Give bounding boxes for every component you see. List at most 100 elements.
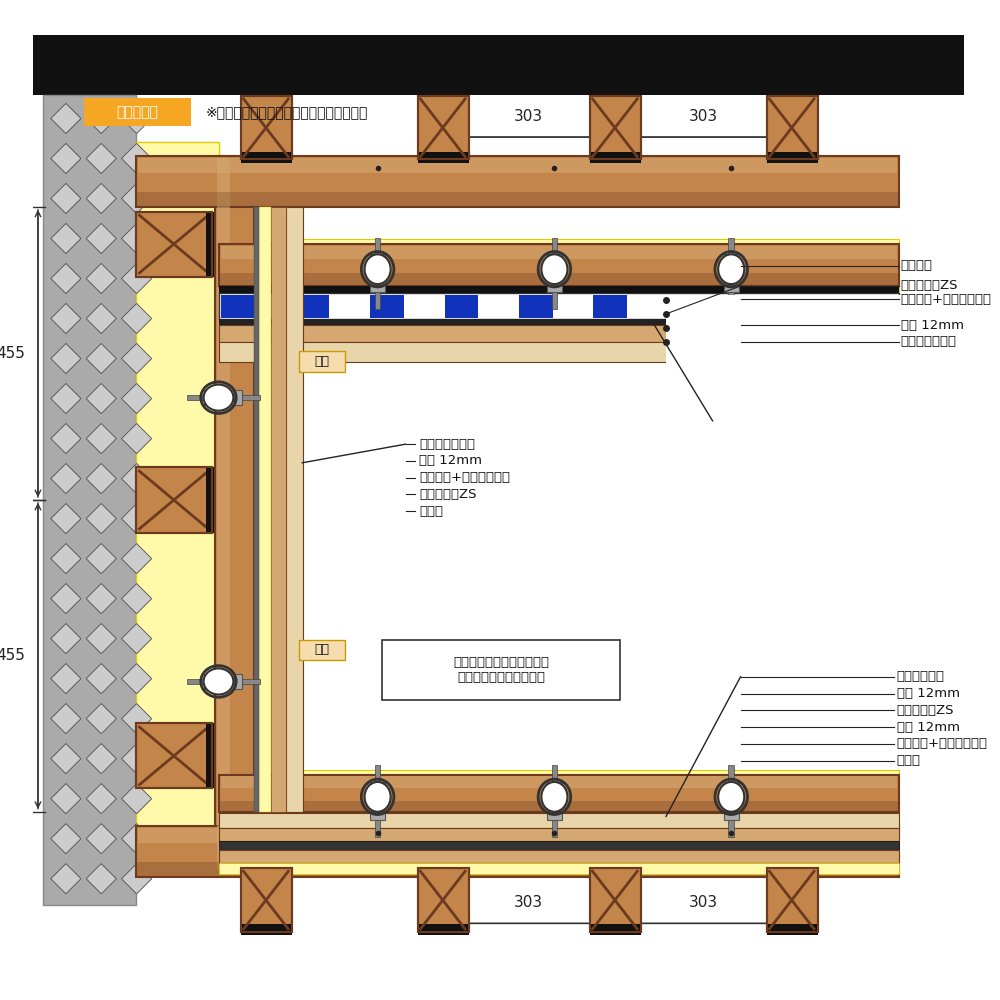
Ellipse shape — [365, 782, 391, 812]
Bar — [370, 254, 385, 262]
Bar — [370, 295, 404, 318]
Bar — [445, 295, 478, 318]
Bar — [767, 868, 818, 932]
Polygon shape — [86, 704, 116, 734]
Bar — [84, 98, 191, 126]
Polygon shape — [51, 624, 81, 654]
Polygon shape — [51, 224, 81, 253]
Bar — [724, 254, 739, 262]
Polygon shape — [86, 664, 116, 694]
Ellipse shape — [718, 782, 744, 812]
Polygon shape — [51, 144, 81, 173]
Polygon shape — [122, 224, 151, 253]
Polygon shape — [122, 344, 151, 373]
Bar — [259, 207, 271, 812]
Ellipse shape — [204, 668, 233, 694]
Bar — [296, 295, 329, 318]
Polygon shape — [51, 104, 81, 133]
Bar — [219, 293, 899, 319]
Bar — [767, 96, 818, 159]
Bar — [136, 467, 212, 533]
Polygon shape — [51, 664, 81, 694]
Text: 廻縁: 廻縁 — [314, 355, 329, 368]
Polygon shape — [122, 824, 151, 854]
Polygon shape — [51, 224, 81, 253]
Bar — [219, 239, 899, 305]
Polygon shape — [51, 584, 81, 614]
Bar — [219, 841, 899, 850]
Bar — [219, 801, 899, 812]
Bar — [519, 295, 553, 318]
Polygon shape — [122, 304, 151, 333]
Polygon shape — [86, 864, 116, 894]
Text: 壁下地: 壁下地 — [419, 505, 443, 518]
Bar — [668, 295, 701, 318]
Bar — [724, 285, 739, 292]
Text: 合板 12mm: 合板 12mm — [419, 454, 482, 467]
Polygon shape — [51, 264, 81, 293]
Polygon shape — [86, 224, 116, 253]
Bar — [138, 828, 897, 843]
Bar — [241, 96, 292, 159]
Bar — [418, 868, 469, 932]
Polygon shape — [86, 184, 116, 213]
Polygon shape — [51, 624, 81, 654]
Polygon shape — [51, 544, 81, 574]
Bar — [219, 319, 899, 325]
Bar — [219, 813, 899, 828]
Text: 巾木: 巾木 — [314, 643, 329, 656]
Polygon shape — [51, 264, 81, 293]
Polygon shape — [86, 304, 116, 333]
Polygon shape — [86, 624, 116, 654]
Bar — [547, 254, 562, 262]
Bar — [552, 292, 557, 309]
Polygon shape — [86, 344, 116, 373]
Polygon shape — [51, 184, 81, 213]
Polygon shape — [51, 104, 81, 133]
Bar — [375, 292, 380, 309]
Text: 合板 12mm: 合板 12mm — [897, 721, 960, 734]
Bar — [204, 390, 211, 405]
Bar — [299, 640, 345, 660]
Text: 施工参考例: 施工参考例 — [117, 105, 158, 119]
Polygon shape — [86, 544, 116, 574]
Bar — [204, 674, 211, 689]
Polygon shape — [86, 304, 116, 333]
Polygon shape — [122, 624, 151, 654]
Text: ※必要遮音性能により構造は異なります。: ※必要遮音性能により構造は異なります。 — [205, 105, 368, 119]
Bar — [219, 244, 899, 286]
Polygon shape — [122, 264, 151, 293]
Polygon shape — [122, 544, 151, 574]
Bar — [375, 765, 380, 784]
Polygon shape — [86, 584, 116, 614]
Polygon shape — [51, 184, 81, 213]
Text: 音パット+グラスウール: 音パット+グラスウール — [736, 480, 827, 493]
Text: 床下地: 床下地 — [897, 754, 921, 767]
Bar — [382, 640, 620, 700]
Bar — [136, 467, 212, 533]
Bar — [206, 723, 214, 788]
Polygon shape — [51, 824, 81, 854]
Polygon shape — [86, 824, 116, 854]
Polygon shape — [86, 824, 116, 854]
Bar — [136, 212, 212, 277]
Polygon shape — [122, 264, 151, 293]
Bar — [724, 813, 739, 820]
Bar — [370, 782, 385, 789]
Bar — [136, 212, 212, 277]
Bar — [136, 723, 212, 788]
Bar — [187, 395, 205, 400]
Bar — [221, 246, 897, 259]
Polygon shape — [122, 864, 151, 894]
Polygon shape — [86, 744, 116, 774]
Ellipse shape — [541, 782, 567, 812]
Text: 音パット+グラスウール: 音パット+グラスウール — [901, 293, 992, 306]
Polygon shape — [86, 864, 116, 894]
Polygon shape — [86, 504, 116, 533]
Polygon shape — [122, 384, 151, 413]
Polygon shape — [51, 744, 81, 774]
Polygon shape — [86, 424, 116, 453]
Bar — [136, 156, 899, 207]
Polygon shape — [51, 544, 81, 574]
Polygon shape — [51, 864, 81, 894]
